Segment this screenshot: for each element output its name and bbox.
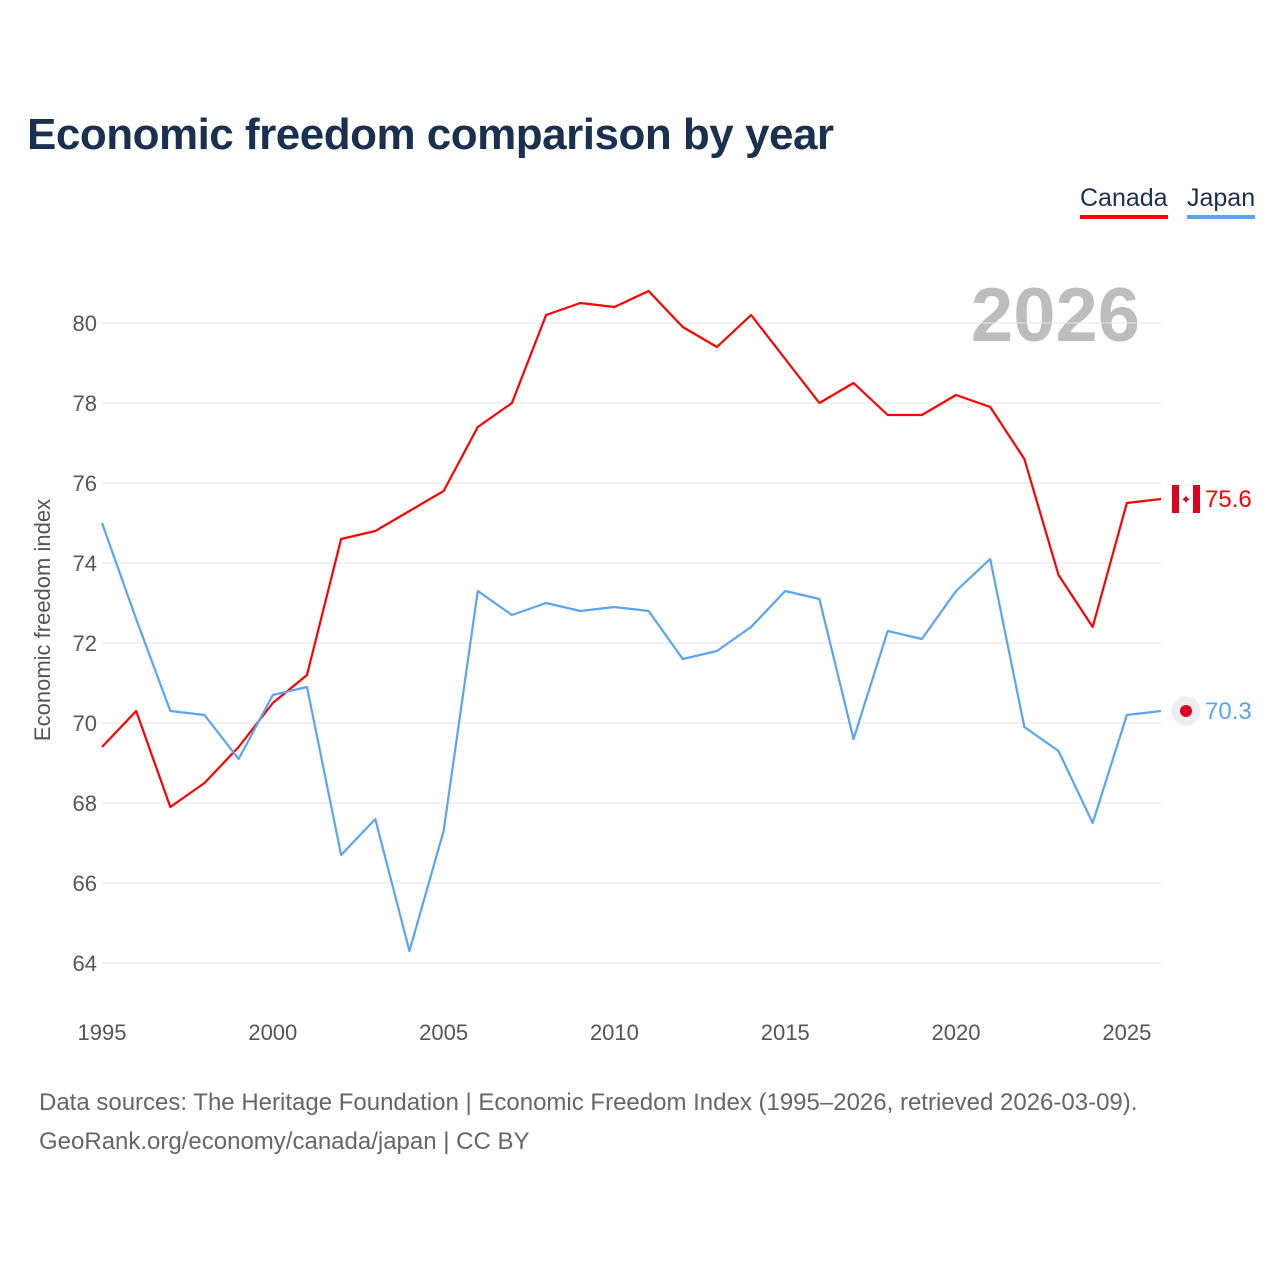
y-tick-label: 64 [73,951,97,976]
data-point [953,588,959,594]
line-chart: 2026 64 66 68 70 72 74 76 78 80 1995 2000 2005 2010 20… [30,273,1252,1045]
data-point [782,356,788,362]
x-tick-label: 2015 [761,1020,810,1045]
data-point [270,692,276,698]
y-tick-label: 66 [73,871,97,896]
x-tick-label: 2000 [248,1020,297,1045]
data-point [372,816,378,822]
y-tick-label: 74 [73,551,97,576]
data-point [543,600,549,606]
data-point [236,756,242,762]
year-watermark: 2026 [971,273,1140,358]
data-point [816,400,822,406]
data-point [680,656,686,662]
data-point [99,520,105,526]
data-point [611,604,617,610]
data-point [1158,496,1164,502]
data-point [201,712,207,718]
data-point [1124,500,1130,506]
data-point [441,828,447,834]
y-tick-label: 78 [73,391,97,416]
data-point [646,608,652,614]
data-point [987,404,993,410]
data-point [304,684,310,690]
data-point [748,624,754,630]
maple-leaf-icon: ✦ [1181,492,1192,507]
flag-band [1172,485,1179,513]
data-point [1021,724,1027,730]
end-label-canada: 75.6 [1205,486,1252,513]
data-point [577,300,583,306]
y-tick-label: 68 [73,791,97,816]
data-point [475,424,481,430]
y-tick-label: 80 [73,311,97,336]
data-point [714,344,720,350]
data-point [543,312,549,318]
x-tick-label: 1995 [78,1020,127,1045]
x-tick-label: 2010 [590,1020,639,1045]
flag-sun [1180,705,1192,717]
data-point [441,488,447,494]
data-point [1056,572,1062,578]
data-point [167,804,173,810]
data-point [338,852,344,858]
y-tick-label: 76 [73,471,97,496]
data-point [611,304,617,310]
data-point [509,612,515,618]
end-label-japan: 70.3 [1205,698,1252,725]
data-point [919,636,925,642]
data-point [646,288,652,294]
series-line-japan [100,522,1162,953]
data-point [953,392,959,398]
data-point [509,400,515,406]
x-tick-label: 2020 [932,1020,981,1045]
data-point [885,412,891,418]
data-point [406,508,412,514]
legend-japan[interactable]: Japan [1187,184,1256,219]
data-point [987,556,993,562]
data-point [1090,624,1096,630]
data-point [372,528,378,534]
data-point [475,588,481,594]
x-tick-label: 2025 [1102,1020,1151,1045]
data-point [167,708,173,714]
y-tick-label: 72 [73,631,97,656]
data-point [133,616,139,622]
data-point [782,588,788,594]
series-line-canada [101,289,1162,809]
data-point [816,596,822,602]
y-axis-label: Economic freedom index [30,499,55,741]
legend-canada[interactable]: Canada [1080,184,1168,219]
data-point [236,744,242,750]
data-point [133,708,139,714]
data-point [1158,708,1164,714]
data-point [714,648,720,654]
data-point [201,780,207,786]
footer-attribution: GeoRank.org/economy/canada/japan | CC BY [39,1128,530,1155]
chart-title: Economic freedom comparison by year [27,110,834,159]
data-point [885,628,891,634]
data-point [338,536,344,542]
data-point [1056,748,1062,754]
data-point [680,324,686,330]
footer-sources: Data sources: The Heritage Foundation | … [39,1089,1138,1116]
data-point [851,380,857,386]
data-point [1021,456,1027,462]
flag-band [1193,485,1200,513]
data-point [577,608,583,614]
data-point [919,412,925,418]
x-tick-label: 2005 [419,1020,468,1045]
data-point [1124,712,1130,718]
data-point [748,312,754,318]
data-point [406,948,412,954]
data-point [851,736,857,742]
y-tick-label: 70 [73,711,97,736]
data-point [1090,820,1096,826]
data-point [304,672,310,678]
data-point [99,744,105,750]
